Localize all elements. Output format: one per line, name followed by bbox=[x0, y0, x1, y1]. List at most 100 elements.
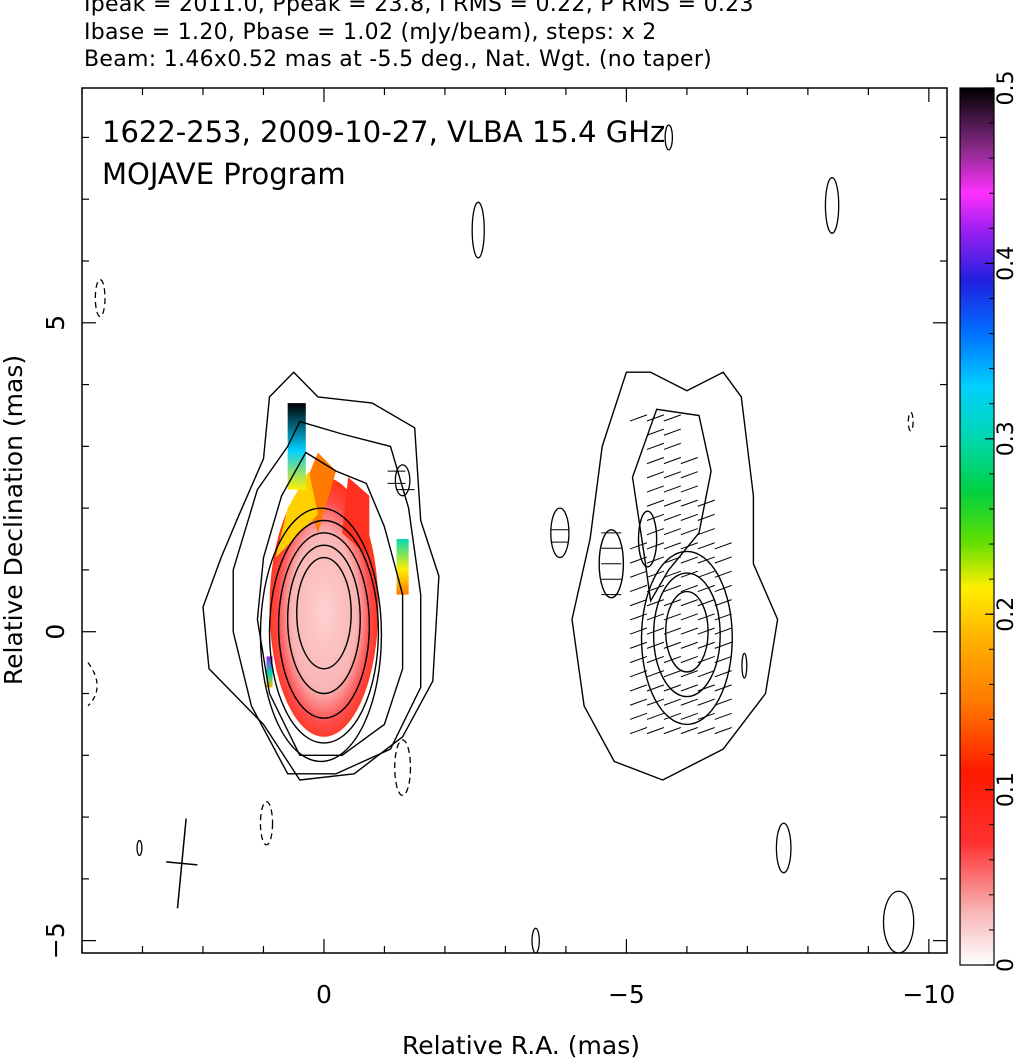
evpa-tick bbox=[680, 570, 698, 578]
plot-frame: 0 −5 −10 −5 0 5 bbox=[41, 87, 955, 1009]
evpa-tick bbox=[663, 613, 682, 621]
noise-contour bbox=[87, 662, 98, 707]
intensity-contour bbox=[202, 371, 440, 781]
evpa-tick bbox=[714, 670, 732, 678]
evpa-tick bbox=[663, 528, 682, 536]
evpa-tick bbox=[680, 727, 698, 735]
noise-contour bbox=[824, 176, 840, 234]
y-tick-label: 5 bbox=[41, 315, 70, 331]
evpa-tick bbox=[663, 556, 682, 564]
polarization-patch bbox=[269, 477, 379, 737]
noise-contour bbox=[882, 890, 915, 953]
evpa-tick bbox=[680, 684, 698, 692]
evpa-tick bbox=[714, 627, 732, 635]
evpa-tick bbox=[629, 727, 648, 735]
evpa-tick bbox=[663, 542, 682, 550]
noise-contour bbox=[394, 464, 411, 497]
evpa-tick bbox=[646, 513, 665, 521]
evpa-tick bbox=[697, 584, 715, 593]
evpa-tick bbox=[697, 499, 715, 507]
noise-contour bbox=[394, 739, 412, 797]
evpa-tick bbox=[646, 599, 665, 607]
evpa-tick bbox=[697, 613, 715, 621]
evpa-tick bbox=[646, 556, 665, 564]
evpa-tick bbox=[714, 712, 732, 720]
evpa-tick bbox=[714, 542, 732, 550]
evpa-tick bbox=[697, 655, 715, 664]
evpa-tick bbox=[663, 712, 682, 720]
evpa-tick bbox=[663, 428, 682, 436]
noise-contour bbox=[531, 927, 540, 953]
evpa-tick bbox=[663, 414, 682, 422]
evpa-tick bbox=[714, 684, 732, 692]
noise-contour bbox=[775, 822, 792, 874]
evpa-tick bbox=[663, 457, 682, 465]
colorbar-tick-label: 0 bbox=[994, 958, 1019, 972]
evpa-tick bbox=[697, 641, 715, 649]
polarization-patch bbox=[275, 471, 318, 558]
evpa-tick bbox=[646, 655, 665, 664]
noise-contour bbox=[94, 278, 106, 318]
evpa-tick bbox=[646, 485, 665, 493]
colorbar-tick-label: 0.2 bbox=[994, 597, 1019, 632]
evpa-tick bbox=[629, 584, 648, 593]
evpa-tick bbox=[629, 655, 648, 664]
evpa-tick bbox=[663, 627, 682, 635]
evpa-tick bbox=[680, 613, 698, 621]
intensity-contour bbox=[256, 451, 404, 756]
evpa-tick bbox=[646, 727, 665, 735]
evpa-tick bbox=[680, 556, 698, 564]
evpa-tick bbox=[697, 727, 715, 735]
noise-contour bbox=[741, 652, 748, 679]
evpa-tick bbox=[680, 513, 698, 521]
colorbar-tick-label: 0.1 bbox=[994, 772, 1019, 807]
evpa-tick bbox=[663, 442, 682, 450]
evpa-tick bbox=[697, 670, 715, 678]
intensity-contour bbox=[296, 556, 352, 670]
intensity-contour bbox=[637, 510, 658, 568]
evpa-tick bbox=[646, 670, 665, 678]
evpa-tick bbox=[629, 684, 648, 692]
evpa-tick bbox=[663, 641, 682, 649]
evpa-tick bbox=[646, 712, 665, 720]
intensity-contour bbox=[571, 371, 779, 781]
evpa-tick bbox=[697, 684, 715, 692]
evpa-tick bbox=[646, 442, 665, 450]
colorbar-tick-label: 0.4 bbox=[994, 246, 1019, 281]
evpa-tick bbox=[663, 727, 682, 735]
header-line-3: Beam: 1.46x0.52 mas at -5.5 deg., Nat. W… bbox=[84, 47, 713, 72]
evpa-tick bbox=[680, 670, 698, 678]
noise-contour bbox=[550, 507, 570, 559]
evpa-tick bbox=[663, 584, 682, 593]
polarization-patch bbox=[396, 539, 409, 595]
evpa-tick bbox=[646, 613, 665, 621]
evpa-tick bbox=[697, 698, 715, 706]
chart-subtitle: MOJAVE Program bbox=[102, 157, 346, 191]
evpa-tick bbox=[629, 698, 648, 706]
intensity-contour bbox=[640, 550, 733, 726]
evpa-tick bbox=[646, 457, 665, 465]
noise-contour bbox=[136, 839, 143, 857]
evpa-tick bbox=[629, 613, 648, 621]
intensity-contour bbox=[268, 519, 380, 744]
evpa-tick bbox=[697, 627, 715, 635]
polarization-patch bbox=[266, 656, 273, 688]
evpa-tick bbox=[680, 528, 698, 536]
evpa-tick bbox=[629, 599, 648, 607]
evpa-tick bbox=[646, 570, 665, 578]
evpa-tick bbox=[663, 670, 682, 678]
evpa-tick bbox=[697, 542, 715, 550]
colorbar: 0 0.1 0.2 0.3 0.4 0.5 bbox=[959, 71, 1019, 972]
evpa-tick bbox=[629, 556, 648, 564]
evpa-tick bbox=[663, 698, 682, 706]
evpa-tick bbox=[680, 584, 698, 593]
evpa-tick bbox=[680, 627, 698, 635]
evpa-tick bbox=[646, 641, 665, 649]
polarization-patch bbox=[342, 477, 370, 558]
evpa-tick bbox=[680, 485, 698, 493]
evpa-tick bbox=[663, 485, 682, 493]
evpa-tick bbox=[714, 599, 732, 607]
intensity-contour bbox=[652, 572, 721, 698]
evpa-tick bbox=[663, 471, 682, 479]
evpa-tick bbox=[697, 570, 715, 578]
